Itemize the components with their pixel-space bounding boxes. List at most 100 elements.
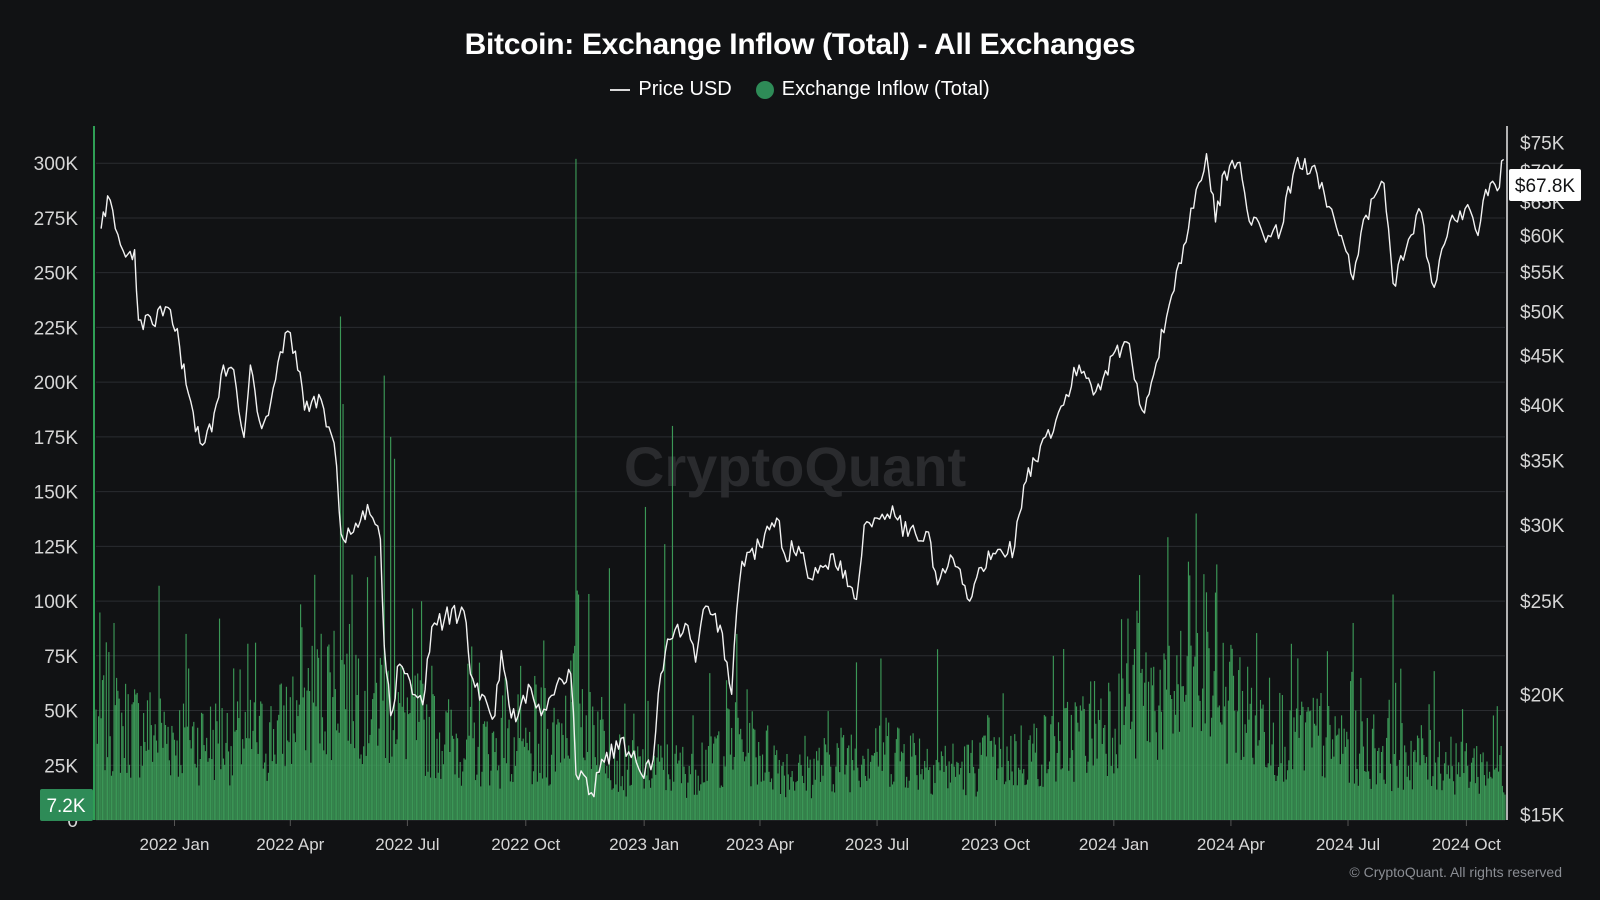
inflow-bar <box>715 738 717 820</box>
inflow-bar <box>1301 701 1303 820</box>
inflow-bar <box>415 740 417 820</box>
inflow-bar <box>1108 682 1110 820</box>
inflow-bar <box>148 749 150 820</box>
y-right-tick-label: $20K <box>1520 685 1565 706</box>
inflow-bar <box>544 688 546 820</box>
inflow-bar <box>1131 721 1133 820</box>
inflow-bar <box>526 742 528 820</box>
inflow-bar <box>381 664 383 820</box>
inflow-bar <box>1299 715 1301 820</box>
inflow-bar <box>992 756 994 820</box>
inflow-bar <box>504 677 506 820</box>
inflow-bar <box>1326 651 1329 820</box>
inflow-bar <box>1446 774 1448 820</box>
inflow-bar <box>1450 736 1452 820</box>
inflow-bar <box>787 774 789 820</box>
inflow-bar <box>141 765 143 820</box>
legend-item-price[interactable]: Price USD <box>610 78 732 101</box>
inflow-bar <box>747 752 749 820</box>
inflow-bar <box>204 751 206 820</box>
inflow-bar <box>1284 746 1286 820</box>
inflow-bar <box>543 640 545 820</box>
inflow-bar <box>1205 592 1208 820</box>
inflow-bar <box>431 665 433 820</box>
inflow-bar <box>1060 769 1062 820</box>
inflow-bar <box>904 787 906 820</box>
inflow-bar <box>1275 781 1277 820</box>
inflow-bar <box>862 755 864 820</box>
inflow-bar <box>1129 729 1132 820</box>
inflow-bar <box>786 753 788 820</box>
inflow-bar <box>819 781 822 820</box>
inflow-bar <box>1087 761 1089 820</box>
inflow-bar <box>100 718 102 820</box>
value-badges: 7.2K $67.8K <box>40 169 1581 821</box>
inflow-bar <box>1230 644 1232 820</box>
inflow-bar <box>1333 756 1335 820</box>
inflow-bar <box>424 775 426 820</box>
inflow-bar <box>622 790 625 820</box>
inflow-bar <box>993 737 995 820</box>
inflow-bar <box>938 762 940 820</box>
inflow-bar <box>466 739 468 820</box>
inflow-bar <box>1171 698 1173 820</box>
inflow-bar <box>463 758 465 820</box>
inflow-bar <box>597 711 599 820</box>
inflow-bar <box>808 767 810 820</box>
inflow-bar <box>1319 706 1321 820</box>
inflow-bar <box>727 708 729 820</box>
inflow-bar <box>150 725 152 820</box>
inflow-bar <box>1451 766 1453 820</box>
inflow-bar <box>1431 785 1433 820</box>
inflow-bar <box>985 756 988 820</box>
y-right-tick-label: $75K <box>1520 133 1565 154</box>
inflow-bar <box>1019 769 1021 820</box>
inflow-bar <box>740 728 742 820</box>
inflow-bar <box>682 746 684 820</box>
inflow-bar <box>1202 688 1204 820</box>
inflow-bar <box>1222 642 1224 820</box>
inflow-bar <box>325 754 327 820</box>
inflow-bar <box>1294 731 1296 820</box>
inflow-bar <box>732 769 734 820</box>
inflow-bar <box>568 758 571 820</box>
inflow-bar <box>105 642 107 820</box>
inflow-bar <box>1307 707 1309 820</box>
inflow-bar <box>333 630 335 820</box>
inflow-bar <box>157 752 159 820</box>
x-tick-label: 2023 Apr <box>726 835 794 854</box>
inflow-bar <box>812 784 814 820</box>
inflow-bar <box>310 762 312 820</box>
inflow-bar <box>839 772 841 820</box>
legend-item-inflow[interactable]: Exchange Inflow (Total) <box>755 78 990 101</box>
inflow-bar <box>625 796 627 820</box>
inflow-bar <box>370 719 372 820</box>
inflow-bar <box>577 594 580 820</box>
inflow-bar <box>871 755 873 820</box>
inflow-bar <box>650 787 652 820</box>
inflow-bar <box>1474 783 1476 820</box>
inflow-bar <box>1075 706 1078 820</box>
inflow-bar <box>1072 750 1074 820</box>
inflow-bar <box>728 709 730 820</box>
inflow-bar <box>128 764 131 820</box>
inflow-bar <box>1083 708 1085 820</box>
inflow-bar <box>356 695 358 820</box>
x-tick-label: 2022 Jan <box>140 835 210 854</box>
inflow-bar <box>844 774 846 820</box>
inflow-bar <box>1352 622 1354 820</box>
inflow-bar <box>1391 791 1393 820</box>
inflow-bar <box>615 784 617 820</box>
inflow-bar <box>1407 765 1410 820</box>
inflow-bar <box>760 781 762 820</box>
y-right-tick-label: $55K <box>1520 263 1565 284</box>
inflow-bar <box>444 744 446 820</box>
inflow-bar <box>872 755 874 820</box>
inflow-bar <box>482 723 484 820</box>
inflow-bar <box>422 683 424 820</box>
inflow-bar <box>991 740 993 820</box>
inflow-bar <box>924 760 926 820</box>
inflow-bar <box>945 766 948 820</box>
inflow-bar <box>858 780 860 820</box>
inflow-bar <box>620 786 622 820</box>
